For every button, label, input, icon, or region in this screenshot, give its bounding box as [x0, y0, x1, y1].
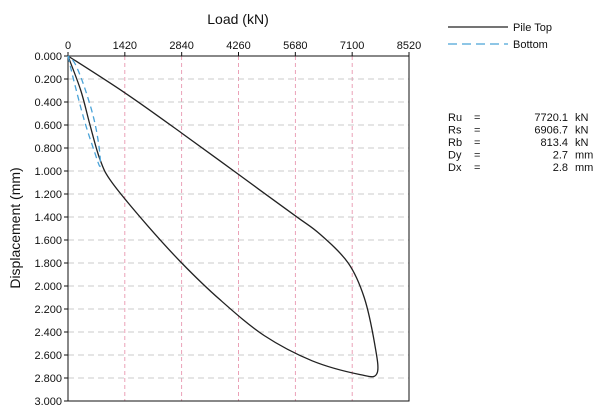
result-value: 2.8	[553, 162, 568, 174]
y-tick-label: 3.000	[34, 396, 62, 408]
x-tick-label: 0	[65, 40, 71, 52]
y-tick-label: 2.600	[34, 350, 62, 362]
y-tick-label: 2.800	[34, 373, 62, 385]
result-label: Ru	[448, 112, 462, 124]
series-lines	[67, 55, 379, 378]
y-tick-label: 2.000	[34, 281, 62, 293]
x-tick-label: 1420	[113, 40, 137, 52]
result-label: Dx	[448, 162, 462, 174]
result-equals: =	[474, 137, 480, 149]
y-tick-label: 1.200	[34, 189, 62, 201]
y-tick-label: 2.200	[34, 304, 62, 316]
result-unit: kN	[575, 137, 589, 149]
y-tick-label: 1.800	[34, 258, 62, 270]
result-label: Rs	[448, 125, 462, 137]
x-tick-label: 2840	[169, 40, 193, 52]
result-equals: =	[474, 112, 480, 124]
y-tick-label: 2.400	[34, 327, 62, 339]
x-tick-label: 5680	[283, 40, 307, 52]
y-tick-label: 0.400	[34, 97, 62, 109]
result-unit: mm	[575, 150, 593, 162]
x-tick-label: 4260	[226, 40, 250, 52]
result-label: Dy	[448, 150, 462, 162]
axis-ticks: 0 1420 2840 4260 5680 7100 8520 0.000 0.200 0.400…	[34, 40, 421, 408]
result-value: 7720.1	[534, 112, 568, 124]
y-tick-label: 0.600	[34, 120, 62, 132]
y-tick-label: 0.800	[34, 143, 62, 155]
result-equals: =	[474, 125, 480, 137]
result-unit: mm	[575, 162, 593, 174]
series-line-bottom	[67, 55, 102, 168]
y-tick-label: 1.400	[34, 212, 62, 224]
x-axis-title: Load (kN)	[207, 11, 268, 27]
result-value: 6906.7	[534, 125, 568, 137]
result-equals: =	[474, 150, 480, 162]
legend-label-bottom: Bottom	[513, 39, 548, 51]
y-tick-label: 1.000	[34, 166, 62, 178]
result-label: Rb	[448, 137, 462, 149]
result-value: 2.7	[553, 150, 568, 162]
legend-label-pile-top: Pile Top	[513, 22, 552, 34]
x-tick-label: 7100	[340, 40, 364, 52]
result-equals: =	[474, 162, 480, 174]
result-value: 813.4	[540, 137, 568, 149]
result-unit: kN	[575, 112, 589, 124]
series-line-pile-top	[67, 55, 379, 378]
y-tick-label: 0.200	[34, 74, 62, 86]
y-tick-label: 1.600	[34, 235, 62, 247]
x-tick-label: 8520	[397, 40, 421, 52]
grid-lines	[68, 56, 409, 401]
y-tick-label: 0.000	[34, 51, 62, 63]
y-axis-title: Displacement (mm)	[7, 167, 23, 288]
results-block: Ru = 7720.1 kN Rs = 6906.7 kN Rb = 813.4 kN Dy = 2.7 mm…	[448, 112, 593, 174]
legend: Pile Top Bottom	[448, 22, 552, 51]
result-unit: kN	[575, 125, 589, 137]
